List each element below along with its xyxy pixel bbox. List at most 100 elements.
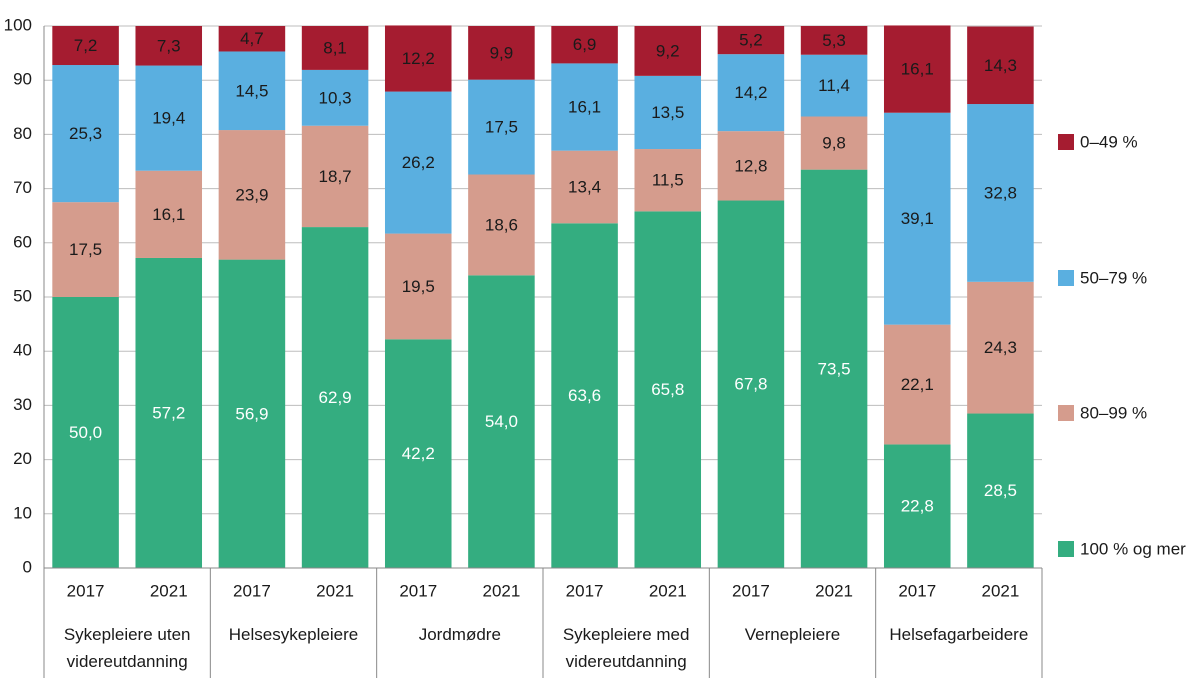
bar-segment	[52, 65, 119, 203]
group-label: Sykepleiere uten videreutdanning	[63, 625, 191, 671]
data-label: 39,1	[901, 209, 934, 228]
data-label: 73,5	[818, 359, 851, 378]
data-label: 22,8	[901, 497, 934, 516]
data-label: 17,5	[485, 118, 518, 137]
bar-segment	[800, 54, 868, 117]
data-label: 11,4	[818, 76, 850, 95]
data-label: 26,2	[402, 153, 435, 172]
data-label: 67,8	[734, 375, 767, 394]
bar-segment	[800, 26, 868, 55]
data-label: 16,1	[901, 60, 934, 79]
bar-segment	[883, 444, 951, 568]
data-label: 25,3	[69, 124, 102, 143]
group-label: Vernepleiere	[744, 625, 841, 644]
data-label: 16,1	[568, 98, 601, 117]
x-tick-label: 2017	[898, 581, 936, 600]
bar-segment	[634, 149, 702, 212]
data-label: 7,3	[157, 36, 181, 55]
y-tick-label: 30	[13, 395, 32, 414]
bar-segment	[967, 104, 1034, 282]
data-label: 8,1	[323, 38, 347, 57]
data-label: 62,9	[319, 388, 352, 407]
data-label: 9,2	[656, 41, 680, 60]
y-tick-label: 70	[13, 178, 32, 197]
bar-segment	[52, 202, 119, 297]
data-label: 22,1	[901, 375, 934, 394]
bar-segment	[634, 26, 702, 76]
bar-segment	[384, 339, 452, 568]
x-tick-label: 2021	[815, 581, 853, 600]
data-label: 17,5	[69, 240, 102, 259]
data-label: 19,4	[152, 109, 185, 128]
y-tick-label: 80	[13, 124, 32, 143]
data-label: 12,2	[402, 49, 435, 68]
bar-segment	[551, 26, 618, 64]
bar-segment	[218, 26, 286, 52]
bar-segment	[135, 65, 203, 171]
bar-segment	[468, 26, 535, 80]
bar-segment	[551, 63, 618, 151]
data-label: 5,2	[739, 31, 763, 50]
data-label: 18,7	[319, 167, 352, 186]
data-label: 42,2	[402, 444, 435, 463]
bar-segment	[384, 25, 452, 92]
y-tick-label: 90	[13, 70, 32, 89]
y-tick-label: 20	[13, 449, 32, 468]
bar-segment	[468, 174, 535, 276]
bar-segment	[135, 170, 203, 258]
bar-segment	[468, 275, 535, 568]
bar-segment	[551, 223, 618, 568]
bar-segment	[883, 112, 951, 325]
legend-label: 50–79 %	[1080, 268, 1147, 287]
data-label: 13,5	[651, 103, 684, 122]
group-label: Jordmødre	[418, 625, 501, 644]
legend-label: 80–99 %	[1080, 403, 1147, 422]
y-tick-label: 50	[13, 286, 32, 305]
data-label: 24,3	[984, 338, 1017, 357]
data-label: 63,6	[568, 386, 601, 405]
bar-segment	[52, 297, 119, 568]
data-label: 16,1	[152, 205, 185, 224]
bar-segment	[218, 259, 286, 568]
bar-segment	[634, 75, 702, 150]
data-label: 9,8	[822, 134, 846, 153]
bar-segment	[551, 150, 618, 224]
group-label: Helsesykepleiere	[228, 625, 359, 644]
data-label: 28,5	[984, 481, 1017, 500]
data-label: 54,0	[485, 412, 518, 431]
data-label: 11,5	[652, 171, 684, 190]
x-tick-label: 2021	[150, 581, 188, 600]
x-tick-label: 2021	[483, 581, 521, 600]
y-tick-label: 0	[23, 557, 32, 576]
data-label: 14,2	[734, 83, 767, 102]
bar-segment	[468, 79, 535, 175]
y-tick-label: 10	[13, 503, 32, 522]
bar-segment	[800, 169, 868, 568]
y-tick-label: 60	[13, 232, 32, 251]
legend-swatch	[1058, 134, 1074, 150]
bar-segment	[967, 281, 1034, 414]
data-label: 5,3	[822, 31, 846, 50]
data-label: 32,8	[984, 183, 1017, 202]
bar-segment	[135, 257, 203, 568]
bar-segment	[717, 200, 785, 569]
x-tick-label: 2017	[233, 581, 271, 600]
data-label: 9,9	[490, 43, 514, 62]
data-label: 14,5	[235, 81, 268, 100]
data-label: 50,0	[69, 423, 102, 442]
legend-swatch	[1058, 405, 1074, 421]
bar-segment	[384, 91, 452, 234]
bar-segment	[218, 51, 286, 131]
bar-segment	[301, 125, 369, 228]
y-tick-label: 100	[4, 15, 32, 34]
data-label: 4,7	[240, 29, 264, 48]
bar-segment	[883, 324, 951, 445]
x-tick-label: 2017	[732, 581, 770, 600]
data-label: 18,6	[485, 215, 518, 234]
bar-segment	[135, 26, 203, 66]
x-tick-label: 2021	[649, 581, 687, 600]
bar-segment	[218, 130, 286, 260]
y-tick-label: 40	[13, 341, 32, 360]
data-label: 10,3	[319, 88, 352, 107]
